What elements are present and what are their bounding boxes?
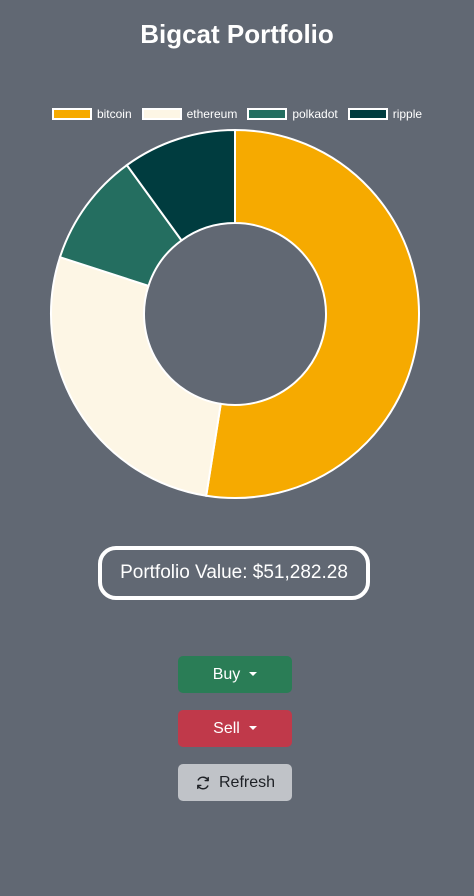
legend-label: polkadot	[292, 107, 338, 121]
legend-item-polkadot[interactable]: polkadot	[247, 106, 338, 122]
refresh-icon	[197, 776, 209, 789]
legend-label: ripple	[392, 107, 423, 121]
legend-swatch	[51, 108, 92, 120]
legend-item-bitcoin[interactable]: bitcoin	[51, 106, 132, 122]
buy-button-label: Buy	[212, 665, 241, 683]
caret-down-icon	[249, 671, 258, 676]
buy-dropdown-button[interactable]: Buy	[178, 656, 292, 693]
refresh-button-label: Refresh	[218, 773, 276, 791]
page-title: Bigcat Portfolio	[140, 19, 334, 49]
refresh-button[interactable]: Refresh	[178, 764, 292, 801]
legend-swatch	[347, 108, 388, 120]
legend-label: ethereum	[186, 107, 238, 121]
legend-swatch	[247, 108, 288, 120]
portfolio-doughnut-chart	[50, 128, 420, 499]
legend-item-ripple[interactable]: ripple	[347, 106, 423, 122]
caret-down-icon	[248, 725, 257, 730]
legend-swatch	[141, 108, 182, 120]
legend-item-ethereum[interactable]: ethereum	[141, 106, 238, 122]
slice-ethereum[interactable]	[50, 255, 222, 497]
portfolio-value-box: Portfolio Value: $51,282.28	[98, 546, 370, 600]
legend-label: bitcoin	[96, 107, 132, 121]
sell-button-label: Sell	[213, 719, 240, 737]
sell-dropdown-button[interactable]: Sell	[178, 710, 292, 747]
slice-bitcoin[interactable]	[205, 128, 420, 499]
slice-ripple[interactable]	[125, 128, 236, 242]
chart-legend: bitcoin ethereum polkadot ripple	[0, 106, 474, 122]
portfolio-value-text: Portfolio Value: $51,282.28	[120, 562, 348, 583]
